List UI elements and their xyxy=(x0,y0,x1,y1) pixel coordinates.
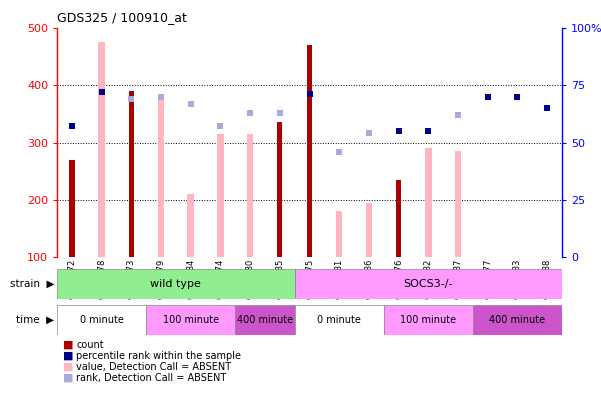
Text: count: count xyxy=(76,339,104,350)
Text: 400 minute: 400 minute xyxy=(489,315,546,325)
Text: time  ▶: time ▶ xyxy=(16,315,54,325)
Text: 0 minute: 0 minute xyxy=(80,315,124,325)
Bar xyxy=(217,134,224,257)
Text: strain  ▶: strain ▶ xyxy=(10,279,54,289)
Bar xyxy=(294,269,562,299)
Text: ■: ■ xyxy=(63,339,73,350)
Bar xyxy=(129,91,134,257)
Text: 100 minute: 100 minute xyxy=(163,315,219,325)
Text: ■: ■ xyxy=(63,350,73,361)
Bar xyxy=(188,194,194,257)
Text: 0 minute: 0 minute xyxy=(317,315,361,325)
Bar xyxy=(57,269,294,299)
Bar xyxy=(365,203,372,257)
Text: value, Detection Call = ABSENT: value, Detection Call = ABSENT xyxy=(76,362,231,372)
Bar xyxy=(455,151,461,257)
Text: ■: ■ xyxy=(63,362,73,372)
Bar xyxy=(57,305,146,335)
Bar xyxy=(158,94,164,257)
Text: ■: ■ xyxy=(63,373,73,383)
Text: rank, Detection Call = ABSENT: rank, Detection Call = ABSENT xyxy=(76,373,227,383)
Text: 100 minute: 100 minute xyxy=(400,315,456,325)
Bar xyxy=(146,305,235,335)
Bar xyxy=(425,148,432,257)
Bar xyxy=(307,45,312,257)
Bar xyxy=(336,211,343,257)
Text: percentile rank within the sample: percentile rank within the sample xyxy=(76,350,242,361)
Text: SOCS3-/-: SOCS3-/- xyxy=(403,279,453,289)
Bar xyxy=(473,305,562,335)
Bar xyxy=(247,134,254,257)
Bar xyxy=(384,305,473,335)
Bar xyxy=(277,122,282,257)
Text: GDS325 / 100910_at: GDS325 / 100910_at xyxy=(57,11,187,24)
Bar xyxy=(235,305,294,335)
Text: wild type: wild type xyxy=(150,279,201,289)
Text: 400 minute: 400 minute xyxy=(237,315,293,325)
Bar xyxy=(69,160,75,257)
Bar xyxy=(294,305,384,335)
Bar xyxy=(396,180,401,257)
Bar xyxy=(99,42,105,257)
